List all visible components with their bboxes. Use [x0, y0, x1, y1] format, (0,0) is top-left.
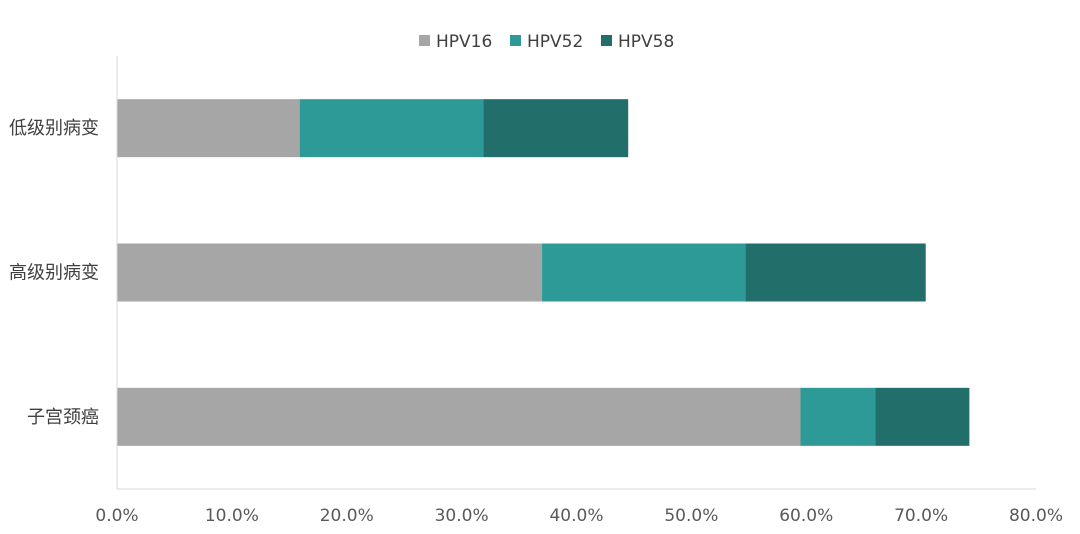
x-tick-label: 50.0%	[664, 506, 718, 526]
axis-lines	[116, 56, 1036, 490]
x-tick-label: 70.0%	[894, 506, 948, 526]
bar-segment-hpv58-1	[745, 243, 926, 302]
bar-segment-hpv58-0	[483, 99, 629, 158]
x-tick-label: 80.0%	[1009, 506, 1063, 526]
category-label: 子宫颈癌	[27, 407, 99, 428]
bar-segment-hpv52-2	[800, 387, 876, 446]
bar-segment-hpv16-2	[117, 387, 801, 446]
x-tick-label: 20.0%	[320, 506, 374, 526]
category-label: 低级别病变	[9, 118, 99, 139]
x-tick-label: 10.0%	[205, 506, 259, 526]
x-tick-label: 30.0%	[435, 506, 489, 526]
x-tick-label: 40.0%	[549, 506, 603, 526]
legend-swatch-hpv58	[601, 35, 612, 46]
legend-label-hpv58: HPV58	[618, 32, 674, 52]
chart-legend: HPV16 HPV52 HPV58	[419, 32, 674, 52]
bar-segment-hpv58-2	[875, 387, 970, 446]
legend-label-hpv16: HPV16	[436, 32, 492, 52]
bar-segment-hpv52-0	[299, 99, 484, 158]
value-axis: 0.0% 10.0% 20.0% 30.0% 40.0% 50.0% 60.0% 70.0% 8…	[95, 506, 1063, 526]
bar-segment-hpv52-1	[542, 243, 746, 302]
x-tick-label: 0.0%	[95, 506, 138, 526]
legend-swatch-hpv16	[419, 35, 430, 46]
legend-swatch-hpv52	[510, 35, 521, 46]
category-label: 高级别病变	[9, 263, 99, 284]
legend-label-hpv52: HPV52	[527, 32, 583, 52]
bars-area	[117, 99, 970, 446]
x-tick-label: 60.0%	[779, 506, 833, 526]
bar-segment-hpv16-0	[117, 99, 300, 158]
bar-segment-hpv16-1	[117, 243, 543, 302]
